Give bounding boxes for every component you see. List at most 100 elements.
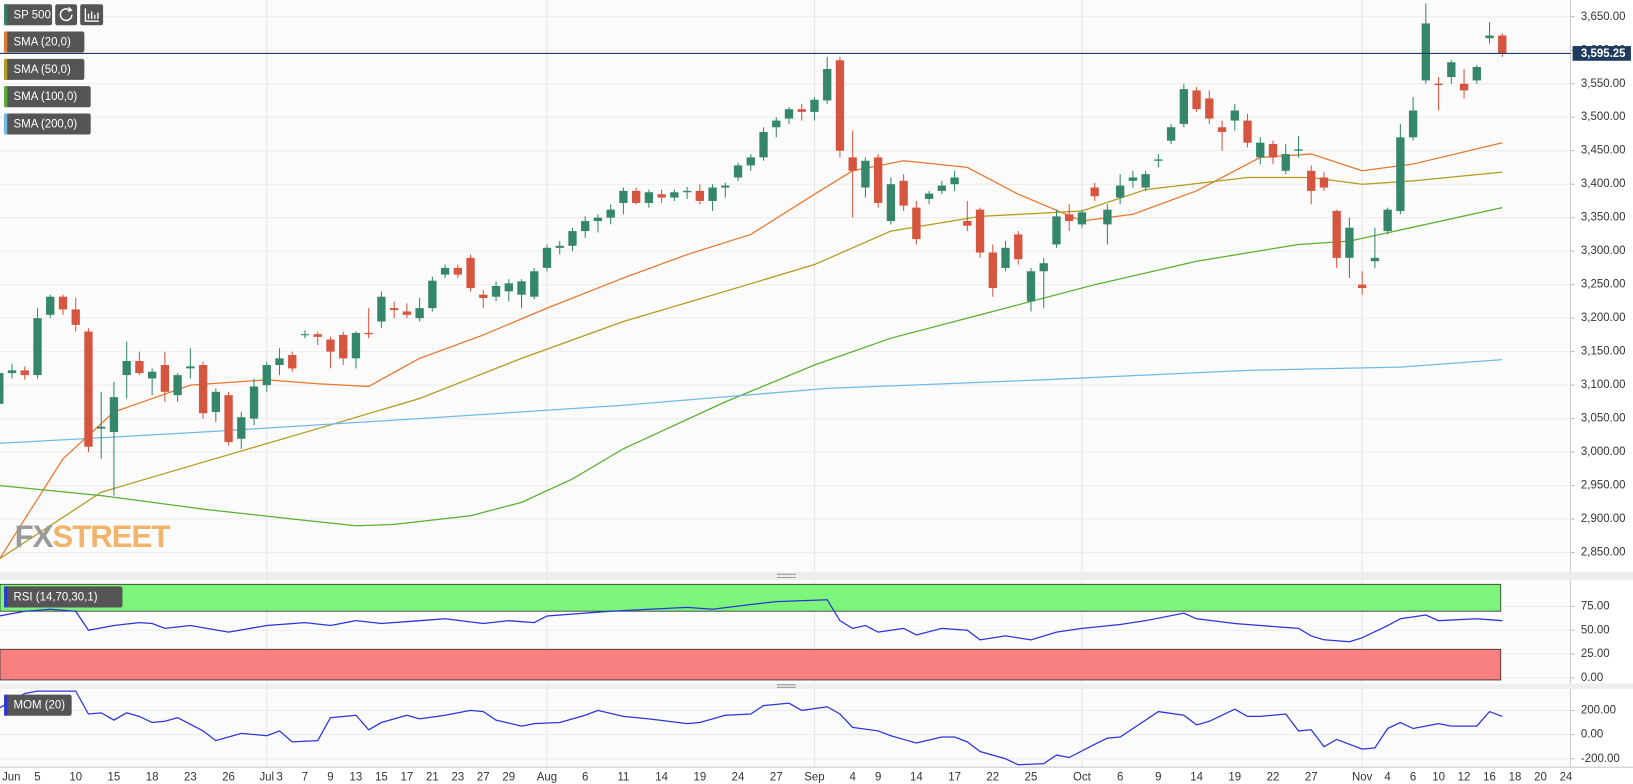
candle-body — [20, 370, 29, 376]
x-tick-label: Aug — [537, 772, 557, 784]
chart-type-button[interactable] — [80, 4, 104, 26]
candle-body — [71, 309, 80, 325]
candle-body — [631, 190, 641, 203]
x-tick-label: 6 — [1117, 772, 1123, 784]
y-tick-label: 3,400.00 — [1581, 178, 1626, 190]
x-tick-label: 3 — [276, 772, 282, 784]
candle-body — [835, 60, 845, 151]
indicator-button[interactable]: SMA (100,0) — [4, 86, 91, 108]
x-tick-label: Jun — [2, 772, 20, 784]
candle-body — [479, 294, 488, 299]
candle-body — [1434, 83, 1443, 86]
candle-body — [262, 365, 271, 386]
candle-body — [695, 190, 705, 201]
x-tick-label: 9 — [875, 772, 881, 784]
legend-label: SMA (100,0) — [14, 91, 78, 103]
y-tick-label: 3,350.00 — [1581, 212, 1626, 224]
candle-body — [1294, 149, 1303, 151]
candle-body — [46, 296, 55, 315]
symbol-title: SP 500 — [14, 9, 51, 21]
y-tick-label: -200.00 — [1581, 753, 1620, 765]
candle-body — [1065, 214, 1074, 222]
indicator-button[interactable]: SMA (20,0) — [4, 31, 85, 53]
candle-body — [339, 334, 348, 359]
indicator-button[interactable]: RSI (14,70,30,1) — [4, 586, 123, 608]
y-tick-label: 3,050.00 — [1581, 413, 1626, 425]
candle-body — [402, 311, 412, 315]
candle-body — [581, 221, 590, 232]
x-tick-label: 20 — [1534, 772, 1547, 784]
candle-body — [644, 192, 654, 203]
x-tick-label: 19 — [1228, 772, 1241, 784]
candle-body — [657, 194, 666, 198]
candle-body — [1217, 127, 1227, 132]
symbol-button[interactable]: SP 500 — [4, 4, 53, 26]
candle-body — [237, 417, 246, 439]
candle-body — [721, 185, 730, 188]
candle-body — [428, 280, 437, 309]
candle-body — [249, 386, 259, 419]
candle-body — [313, 334, 322, 337]
button-bg — [4, 31, 85, 53]
candle-body — [1115, 185, 1125, 198]
indicator-line — [0, 599, 1503, 643]
candle-body — [542, 247, 552, 268]
candle-body — [1498, 35, 1507, 54]
button-bg — [4, 58, 85, 80]
candle-body — [772, 120, 781, 128]
watermark: FXSTREET — [15, 519, 171, 554]
y-tick-label: 3,500.00 — [1581, 111, 1626, 123]
legend-label: SMA (200,0) — [14, 119, 78, 131]
candle-body — [300, 334, 310, 336]
candle-body — [1141, 174, 1150, 188]
candle-body — [924, 193, 934, 199]
candle-body — [1256, 142, 1265, 158]
indicator-button[interactable]: SMA (50,0) — [4, 58, 85, 80]
candle-body — [861, 160, 870, 188]
separator — [0, 571, 1633, 689]
x-tick-label: 22 — [986, 772, 999, 784]
candle-body — [1179, 89, 1189, 124]
x-tick-label: 9 — [327, 772, 333, 784]
button-color — [4, 31, 8, 53]
x-tick-label: 25 — [1025, 772, 1038, 784]
candle-body — [746, 157, 755, 166]
candle-body — [530, 271, 539, 297]
candle-body — [873, 157, 883, 203]
candle-body — [186, 366, 195, 369]
candle-body — [84, 331, 93, 447]
x-tick-label: 27 — [770, 772, 783, 784]
sma-line — [0, 359, 1503, 444]
x-tick-label: 27 — [1305, 772, 1318, 784]
x-tick-label: Nov — [1352, 772, 1373, 784]
candle-body — [810, 99, 819, 112]
indicator-button[interactable]: MOM (20) — [4, 694, 72, 716]
candle-body — [899, 180, 908, 206]
candle-body — [7, 370, 17, 374]
candle-body — [1307, 170, 1316, 191]
watermark-street: STREET — [52, 519, 170, 554]
legend-label: SMA (20,0) — [14, 37, 71, 49]
mom-panel — [0, 689, 1571, 768]
y-tick-label: 3,550.00 — [1581, 78, 1626, 90]
x-tick-label: 12 — [1458, 772, 1471, 784]
candle-body — [1408, 110, 1418, 138]
indicator-button[interactable]: SMA (200,0) — [4, 113, 91, 135]
x-tick-label: Oct — [1073, 772, 1092, 784]
watermark-fx: FX — [15, 519, 54, 554]
main-panel — [0, 0, 1571, 571]
x-tick-label: 21 — [426, 772, 439, 784]
candle-body — [1319, 177, 1329, 188]
oversold-zone — [0, 648, 1502, 681]
y-tick-label: 3,000.00 — [1581, 446, 1626, 458]
y-tick-label: 3,300.00 — [1581, 245, 1626, 257]
refresh-button[interactable] — [55, 4, 78, 26]
button-color — [4, 694, 8, 716]
x-tick-label: 22 — [1267, 772, 1280, 784]
candle-body — [963, 221, 972, 226]
candle-body — [1396, 137, 1405, 211]
x-tick-label: 27 — [477, 772, 490, 784]
candle-body — [1332, 210, 1341, 258]
x-tick-label: 29 — [502, 772, 515, 784]
x-tick-label: 4 — [1384, 772, 1391, 784]
